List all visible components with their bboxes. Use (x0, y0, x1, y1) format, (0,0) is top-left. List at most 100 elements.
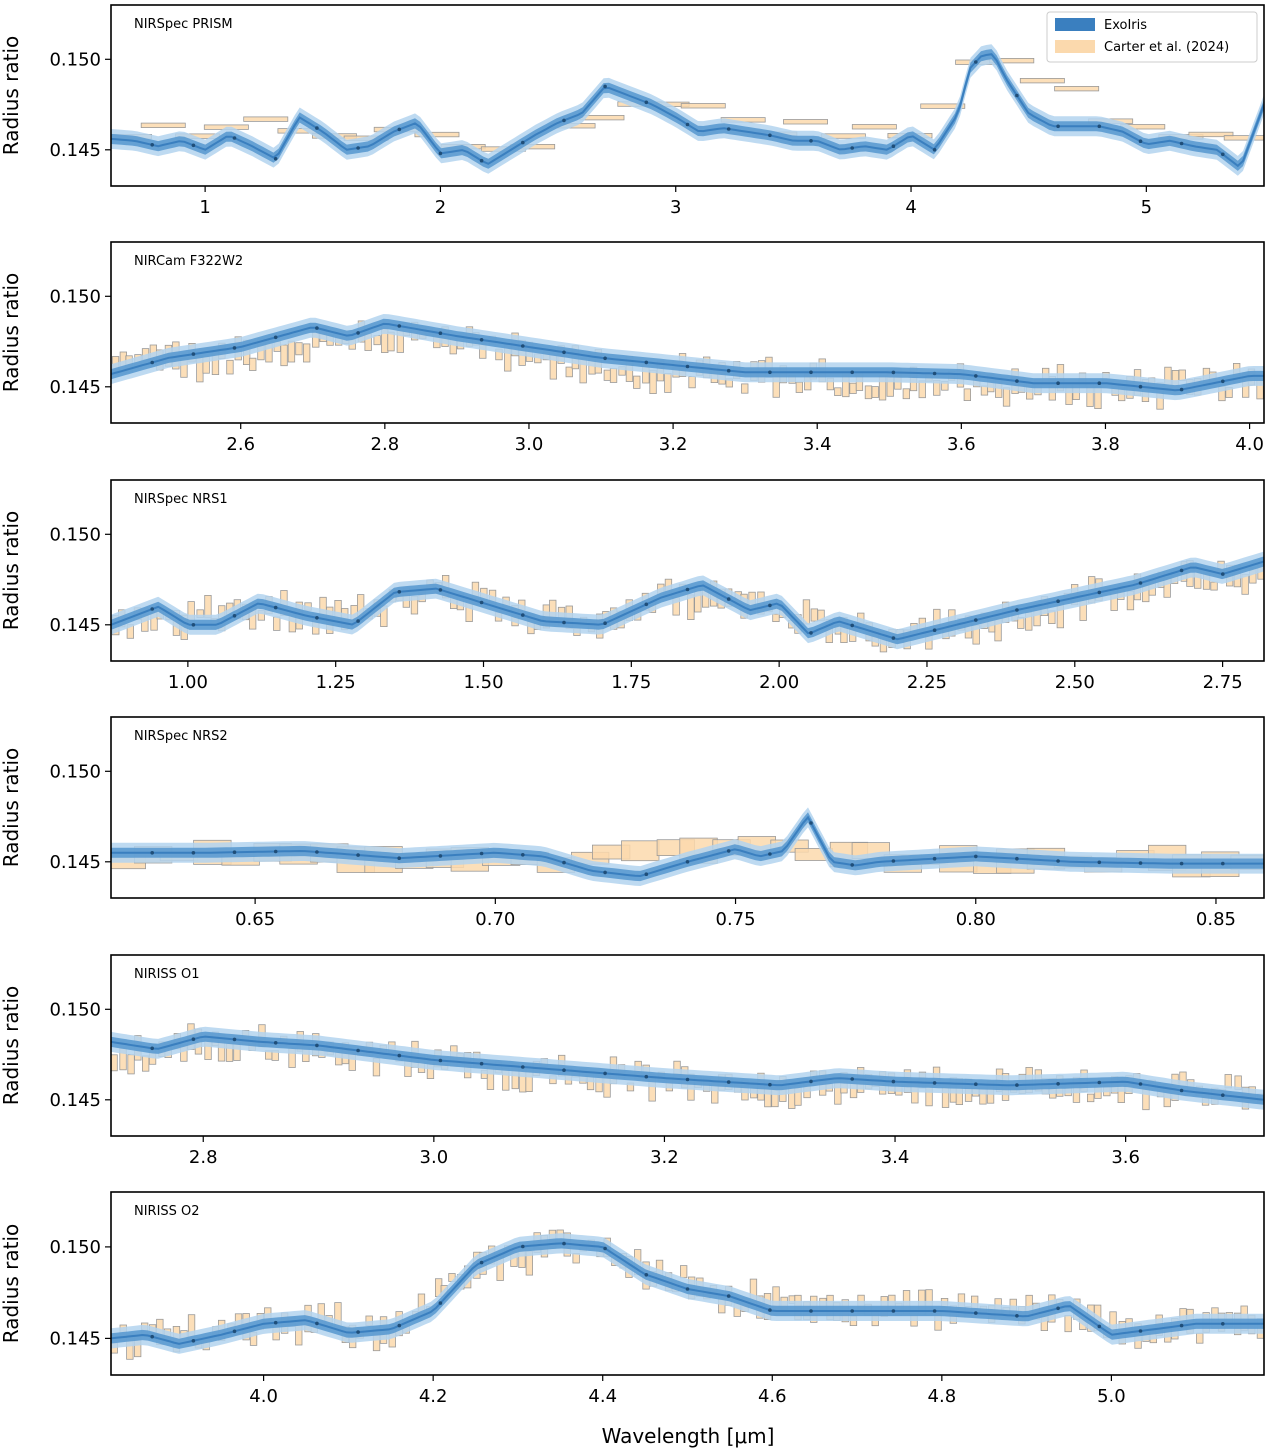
x-tick-label: 2.8 (371, 434, 400, 455)
model-knot (232, 346, 237, 350)
carter-data-box (1178, 369, 1186, 381)
model-knot (1097, 1080, 1102, 1085)
model-knot (1097, 860, 1102, 865)
x-tick-label: 1.75 (611, 672, 651, 693)
x-tick-label: 4.4 (588, 1386, 617, 1407)
model-knot (1179, 861, 1184, 866)
model-knot (397, 324, 402, 328)
model-knot (768, 1082, 772, 1087)
model-knot (479, 158, 484, 163)
model-knot (397, 1053, 402, 1058)
model-knot (479, 851, 484, 856)
panel-title: NIRISS O2 (134, 1204, 200, 1219)
model-knot (891, 859, 896, 863)
model-knot (1015, 379, 1019, 383)
model-knot (809, 631, 813, 635)
model-knot (603, 1246, 607, 1251)
y-axis-label: Radius ratio (0, 1224, 23, 1344)
carter-data-box (795, 381, 803, 393)
model-knot (891, 1309, 896, 1313)
model-knot (1221, 861, 1225, 866)
model-knot (932, 1081, 937, 1085)
carter-data-box (680, 103, 726, 109)
y-tick-label: 0.150 (49, 49, 101, 70)
model-knot (974, 60, 978, 64)
x-tick-label: 4.0 (249, 1386, 278, 1407)
model-knot (1015, 608, 1019, 612)
carter-data-box (1196, 1332, 1204, 1344)
x-tick-label: 3 (670, 197, 681, 218)
carter-data-box (783, 119, 828, 125)
x-tick-label: 5 (1141, 197, 1152, 218)
y-axis-label: Radius ratio (0, 986, 23, 1106)
model-knot (726, 368, 731, 373)
model-knot (1179, 387, 1184, 392)
carter-data-box (864, 385, 873, 400)
x-tick-label: 4.0 (1235, 434, 1264, 455)
model-knot (397, 856, 402, 860)
model-knot (150, 360, 154, 365)
model-knot (521, 1244, 525, 1249)
model-knot (438, 1058, 443, 1063)
model-knot (1179, 568, 1184, 573)
model-knot (315, 616, 319, 620)
model-knot (1221, 1093, 1225, 1097)
model-knot (685, 860, 690, 864)
model-knot (562, 1241, 566, 1246)
carter-data-box (414, 131, 460, 138)
model-knot (562, 118, 566, 123)
panel-title: NIRCam F322W2 (134, 254, 243, 269)
x-tick-label: 2.75 (1203, 672, 1243, 693)
model-knot (273, 1041, 278, 1045)
model-knot (191, 623, 196, 627)
model-knot (521, 613, 525, 617)
panel-title: NIRSpec PRISM (134, 17, 233, 32)
carter-data-box (111, 1054, 118, 1072)
carter-data-box (603, 369, 611, 381)
model-knot (521, 344, 525, 348)
model-knot (1138, 384, 1143, 389)
model-knot (1179, 1323, 1184, 1328)
model-knot (521, 853, 525, 857)
model-knot (768, 370, 772, 375)
x-tick-label: 0.85 (1196, 909, 1236, 930)
x-tick-label: 3.4 (803, 434, 832, 455)
model-knot (850, 863, 854, 867)
carter-data-box (871, 386, 879, 398)
x-tick-label: 3.6 (947, 434, 976, 455)
panel-title: NIRISS O1 (134, 967, 200, 982)
model-knot (768, 133, 772, 138)
model-knot (397, 1323, 402, 1328)
model-knot (1097, 1324, 1102, 1329)
legend-label-carter: Carter et al. (2024) (1104, 40, 1229, 55)
model-knot (850, 1077, 854, 1081)
model-knot (685, 1287, 690, 1291)
model-knot (603, 356, 607, 361)
model-knot (603, 870, 607, 875)
x-tick-label: 0.70 (475, 909, 515, 930)
carter-data-box (849, 382, 857, 394)
model-knot (479, 1260, 484, 1265)
model-knot (644, 360, 649, 365)
model-knot (150, 1334, 154, 1339)
x-tick-label: 1.00 (168, 672, 208, 693)
carter-data-box (243, 116, 289, 122)
carter-data-box (918, 380, 926, 399)
model-knot (726, 597, 731, 601)
model-knot (974, 374, 978, 378)
model-knot (191, 1037, 196, 1041)
model-knot (479, 1061, 484, 1066)
model-knot (809, 821, 813, 825)
model-knot (891, 144, 896, 148)
carter-data-box (226, 359, 234, 375)
model-knot (1015, 1083, 1019, 1087)
legend-label-exoiris: ExoIris (1104, 18, 1147, 33)
carter-data-box (688, 376, 696, 389)
x-tick-label: 4.6 (758, 1386, 787, 1407)
carter-data-box (373, 335, 381, 346)
carter-data-box (621, 840, 660, 862)
x-tick-label: 3.6 (1111, 1147, 1140, 1168)
model-knot (768, 852, 772, 856)
legend-swatch-carter (1055, 40, 1095, 53)
x-tick-label: 5.0 (1097, 1386, 1126, 1407)
